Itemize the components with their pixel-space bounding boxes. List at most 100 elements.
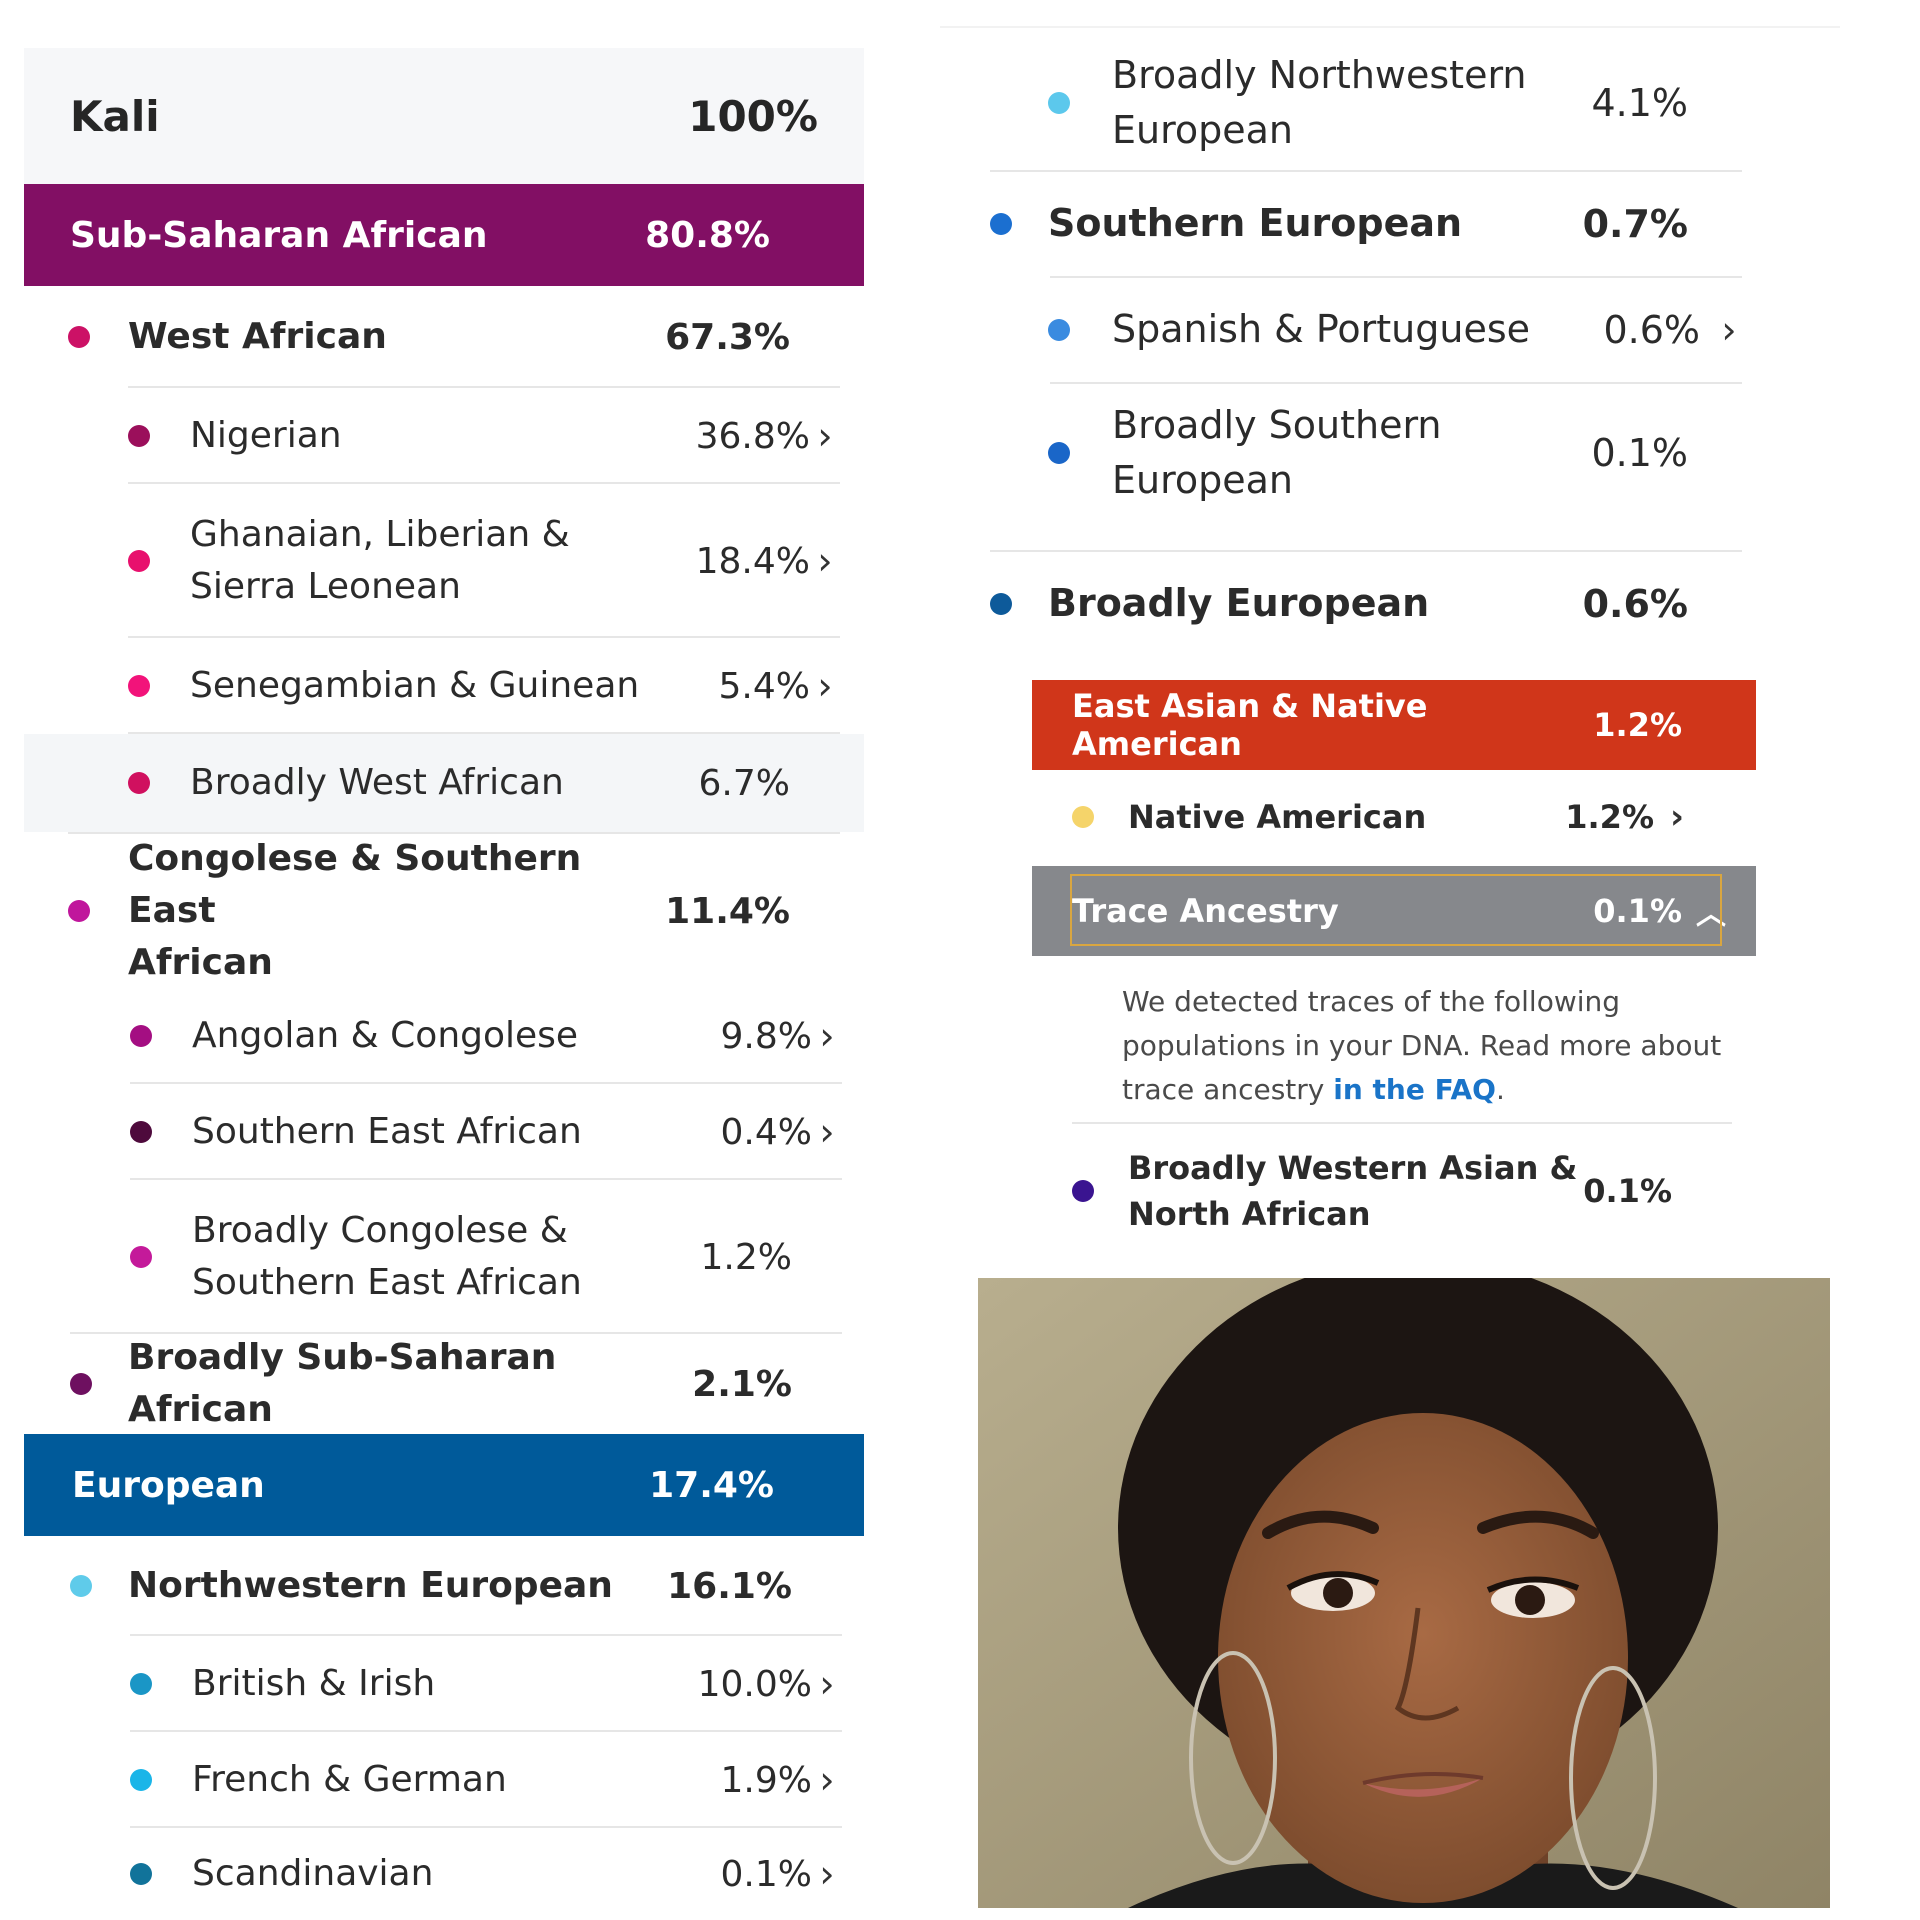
european-header[interactable]: European 17.4% xyxy=(24,1434,864,1536)
broadly-sub-saharan-row[interactable]: Broadly Sub-Saharan African 2.1% xyxy=(70,1334,792,1434)
broadly-western-asian-label: Broadly Western Asian & North African xyxy=(1128,1148,1578,1233)
broadly-west-african-highlight xyxy=(24,734,864,832)
broadly-european-dot xyxy=(990,593,1012,615)
west-african-percent: 67.3% xyxy=(665,316,790,358)
east-asian-header[interactable]: East Asian & Native American 1.2% xyxy=(1032,680,1756,770)
nigerian-dot xyxy=(128,425,150,447)
divider xyxy=(68,832,840,834)
native-american-dot xyxy=(1072,806,1094,828)
angolan-row[interactable]: Angolan & Congolese 9.8% › xyxy=(130,988,842,1084)
chevron-right-icon[interactable]: › xyxy=(819,1014,835,1058)
broadly-west-african-label: Broadly West African xyxy=(190,761,564,803)
southern-east-african-percent: 0.4% xyxy=(720,1111,812,1153)
chevron-right-icon[interactable]: › xyxy=(819,1662,835,1706)
chevron-right-icon[interactable]: › xyxy=(817,664,833,708)
divider xyxy=(130,1634,842,1636)
chevron-right-icon[interactable]: › xyxy=(819,1110,835,1154)
chevron-right-icon[interactable]: › xyxy=(817,539,833,583)
southern-european-dot xyxy=(990,213,1012,235)
divider xyxy=(1050,276,1742,278)
trace-focus-ring xyxy=(1070,874,1722,946)
native-american-label: Native American xyxy=(1128,797,1427,836)
spanish-portuguese-percent: 0.6% xyxy=(1603,308,1700,352)
nigerian-percent: 36.8% xyxy=(695,415,810,457)
british-irish-row[interactable]: British & Irish 10.0% › xyxy=(130,1636,842,1732)
divider xyxy=(130,1178,842,1180)
british-irish-percent: 10.0% xyxy=(697,1663,812,1705)
ghanaian-row[interactable]: Ghanaian, Liberian & Sierra Leonean 18.4%… xyxy=(128,484,840,638)
chevron-right-icon[interactable]: › xyxy=(1669,797,1684,837)
broadly-southern-label: Broadly Southern European xyxy=(1112,402,1442,502)
french-german-label: French & German xyxy=(192,1758,507,1800)
broadly-congolese-dot xyxy=(130,1246,152,1268)
trace-ancestry-label: Trace Ancestry xyxy=(1072,892,1339,930)
southern-east-african-row[interactable]: Southern East African 0.4% › xyxy=(130,1084,842,1180)
broadly-congolese-row[interactable]: Broadly Congolese & Southern East African… xyxy=(130,1180,842,1334)
southern-european-row[interactable]: Southern European 0.7% xyxy=(990,172,1688,276)
nigerian-row[interactable]: Nigerian 36.8% › xyxy=(128,388,840,484)
native-american-row[interactable]: Native American 1.2% › xyxy=(1072,772,1692,862)
broadly-western-asian-dot xyxy=(1072,1180,1094,1202)
divider xyxy=(128,386,840,388)
divider xyxy=(130,1826,842,1828)
trace-ancestry-header[interactable]: Trace Ancestry 0.1% ︿ xyxy=(1032,866,1756,956)
broadly-west-african-row[interactable]: Broadly West African 6.7% xyxy=(128,734,840,832)
east-asian-label: East Asian & Native American xyxy=(1072,687,1428,763)
broadly-sub-saharan-dot xyxy=(70,1373,92,1395)
british-irish-dot xyxy=(130,1673,152,1695)
broadly-southern-row[interactable]: Broadly Southern European 0.1% xyxy=(1048,384,1688,522)
nigerian-label: Nigerian xyxy=(190,414,342,456)
divider xyxy=(990,170,1742,172)
west-african-dot xyxy=(68,326,90,348)
broadly-northwestern-row[interactable]: Broadly Northwestern European 4.1% xyxy=(1048,34,1688,172)
west-african-row[interactable]: West African 67.3% xyxy=(68,286,790,388)
congolese-row[interactable]: Congolese & Southern East African 11.4% xyxy=(68,834,790,988)
british-irish-label: British & Irish xyxy=(192,1662,436,1704)
broadly-west-african-dot xyxy=(128,772,150,794)
european-percent: 17.4% xyxy=(649,1464,774,1506)
french-german-row[interactable]: French & German 1.9% › xyxy=(130,1732,842,1828)
divider xyxy=(990,550,1742,552)
northwestern-european-row[interactable]: Northwestern European 16.1% xyxy=(70,1536,792,1636)
senegambian-row[interactable]: Senegambian & Guinean 5.4% › xyxy=(128,638,840,734)
profile-photo xyxy=(978,1278,1830,1908)
profile-header: Kali 100% xyxy=(24,48,864,184)
divider xyxy=(1072,1122,1732,1124)
senegambian-label: Senegambian & Guinean xyxy=(190,664,640,706)
european-label: European xyxy=(72,1464,265,1506)
sub-saharan-header[interactable]: Sub-Saharan African 80.8% xyxy=(24,184,864,286)
broadly-congolese-label: Broadly Congolese & Southern East African xyxy=(192,1209,582,1303)
divider xyxy=(940,26,1840,28)
profile-name: Kali xyxy=(70,91,160,141)
southern-european-label: Southern European xyxy=(1048,201,1463,246)
chevron-right-icon[interactable]: › xyxy=(1721,308,1737,352)
broadly-european-row[interactable]: Broadly European 0.6% xyxy=(990,552,1688,656)
chevron-right-icon[interactable]: › xyxy=(819,1852,835,1896)
broadly-congolese-percent: 1.2% xyxy=(700,1236,792,1278)
faq-link[interactable]: in the FAQ xyxy=(1333,1073,1496,1106)
angolan-percent: 9.8% xyxy=(720,1015,812,1057)
broadly-western-asian-percent: 0.1% xyxy=(1583,1172,1672,1210)
scandinavian-percent: 0.1% xyxy=(720,1853,812,1895)
divider xyxy=(128,732,840,734)
right-ancestry-panel: Broadly Northwestern European 4.1% Southe… xyxy=(940,20,1840,1280)
scandinavian-row[interactable]: Scandinavian 0.1% › xyxy=(130,1828,842,1920)
southern-east-african-dot xyxy=(130,1121,152,1143)
profile-photo-illustration xyxy=(978,1278,1830,1908)
congolese-dot xyxy=(68,900,90,922)
chevron-right-icon[interactable]: › xyxy=(817,414,833,458)
spanish-portuguese-row[interactable]: Spanish & Portuguese 0.6% › xyxy=(1048,278,1744,382)
southern-european-percent: 0.7% xyxy=(1582,202,1688,246)
senegambian-dot xyxy=(128,675,150,697)
broadly-southern-dot xyxy=(1048,442,1070,464)
chevron-right-icon[interactable]: › xyxy=(819,1758,835,1802)
broadly-western-asian-row[interactable]: Broadly Western Asian & North African 0.1… xyxy=(1072,1126,1672,1256)
spanish-portuguese-dot xyxy=(1048,319,1070,341)
broadly-west-african-percent: 6.7% xyxy=(698,762,790,804)
broadly-sub-saharan-percent: 2.1% xyxy=(692,1363,792,1405)
west-african-label: West African xyxy=(128,315,387,357)
northwestern-european-dot xyxy=(70,1575,92,1597)
ghanaian-percent: 18.4% xyxy=(695,540,810,582)
broadly-northwestern-label: Broadly Northwestern European xyxy=(1112,52,1527,152)
scandinavian-dot xyxy=(130,1863,152,1885)
